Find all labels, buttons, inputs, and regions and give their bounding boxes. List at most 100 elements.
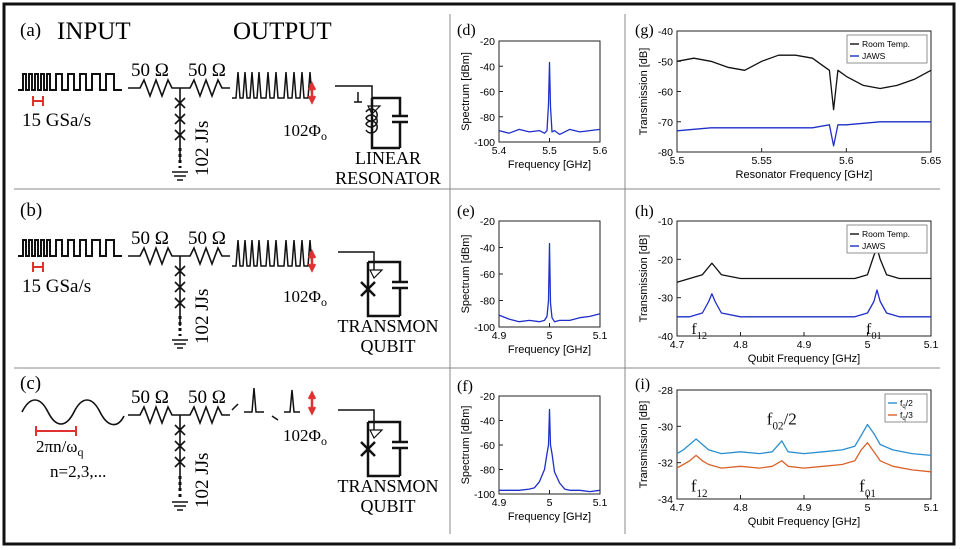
legend-label: Room Temp. [862,39,910,49]
y-tick-label: -40 [480,243,495,255]
y-tick-label: -30 [658,421,673,433]
coupling-line-icon [335,85,373,106]
device-label-line1-b: TRANSMON [337,316,438,336]
series-line [676,247,931,283]
output-pulse-icon [231,387,300,421]
x-tick-label: 4.7 [670,339,685,351]
resistor-label-2: 50 Ω [188,387,226,408]
flux-arrow-icon [307,390,317,416]
transmon-qubit-icon [366,260,408,318]
y-tick-label: -20 [480,216,495,228]
flux-arrow-icon [307,81,317,105]
legend: Room Temp. JAWS [846,34,928,64]
x-tick-label: 5.4 [492,145,507,157]
y-tick-label: -40 [658,331,673,343]
x-tick-label: 5 [547,330,553,342]
y-axis-label: Transmission [dB] [638,235,650,323]
y-tick-label: -28 [658,385,673,397]
josephson-junction-icon [360,281,376,297]
panel-label-g: (g) [635,22,654,39]
jj-count-label: 102 JJs [192,289,213,344]
ground-icon [172,339,188,349]
legend-box [846,34,928,64]
ground-icon [172,171,188,181]
flux-arrow-icon [307,249,317,273]
series-line [677,289,931,318]
x-tick-label: 4.8 [733,339,748,351]
y-tick-label: -20 [658,254,673,266]
x-tick-label: 4.9 [797,502,812,514]
y-tick-label: -50 [658,56,673,68]
y-tick-label: -80 [480,465,495,477]
chart-g: (g) 5.5 5.55 5.6 5.65 -80 -70 -60 -50 -40 Resonato… [635,22,941,181]
resonator-feed-icon [354,92,362,103]
y-tick-label: -100 [474,489,495,501]
legend: Room Temp. JAWS [846,224,928,254]
linear-resonator-icon [370,96,408,150]
sample-period-marker-icon [32,96,44,106]
x-tick-label: 4.7 [670,502,685,514]
device-label-line1-a: LINEAR [355,148,421,168]
chart-h: (h) 4.7 4.8 4.9 5 5.1 -40 -30 -20 -10 Qubit Freque… [635,203,938,365]
series-line [676,54,932,111]
series-line [676,121,931,147]
output-title: OUTPUT [233,18,332,45]
chart-f: (f) 4.9 5 5.1 -100 -80 -60 -40 -20 Frequency [GHz… [457,378,607,523]
y-tick-label: -80 [658,147,673,159]
x-tick-label: 5.5 [670,155,685,167]
legend-label: Room Temp. [862,229,910,239]
y-tick-label: -34 [658,494,673,506]
legend-label: JAWS [862,241,886,251]
legend-box [846,224,928,254]
y-tick-label: -80 [480,112,495,124]
legend-label-suffix: /2 [906,398,913,408]
legend-label-main: f [900,398,903,408]
resistor-network-icon [128,77,230,99]
coupling-arrow-icon [369,269,384,280]
coupling-arrow-icon [369,429,384,440]
annotation-f12-sub: 12 [697,488,708,500]
period-label: 2πn/ωq [36,437,84,459]
y-tick-label: -100 [474,322,495,334]
x-tick-label: 5.1 [924,502,939,514]
y-axis-label: Spectrum [dBm] [460,406,472,485]
device-label-line2-b: QUBIT [361,336,416,356]
output-pulse-train-icon [232,239,313,267]
series-line [676,442,932,473]
y-axis-label: Spectrum [dBm] [460,235,472,314]
y-tick-label: -100 [474,137,495,149]
legend-box [884,393,928,423]
flux-quanta-label: 102Φo [283,426,327,448]
annotation-f12-main: f [691,321,697,338]
annotation-f12-main: f [691,477,697,496]
y-tick-label: -60 [480,269,495,281]
legend-label: fq/3 [900,410,913,422]
ground-icon [172,501,188,511]
x-axis-label: Frequency [GHz] [508,511,591,523]
x-tick-label: 5.5 [542,145,557,157]
x-tick-label: 5.65 [921,155,942,167]
y-tick-label: -20 [480,391,495,403]
x-tick-label: 5.6 [593,145,608,157]
josephson-junction-icon [360,441,376,457]
panel-label-b: (b) [20,200,42,221]
y-axis-label: Transmission [dB] [638,401,650,489]
annotation-f01-main: f [859,477,865,496]
series-line [499,408,601,493]
y-tick-label: -40 [480,416,495,428]
jj-array-icon [174,88,186,160]
legend-label-suffix: /3 [906,410,913,420]
x-tick-label: 5.1 [593,330,608,342]
chart-panels: (d) 5.4 5.5 5.6 -100 -80 -60 -40 -20 Frequency [G… [457,22,941,528]
resistor-label-1: 50 Ω [131,387,169,408]
x-tick-label: 5 [865,339,871,351]
resistor-label-2: 50 Ω [188,228,226,249]
x-tick-label: 5.6 [839,155,854,167]
jj-count-label: 102 JJs [192,121,213,176]
x-tick-label: 5.1 [593,497,608,509]
series-line [498,242,601,323]
chart-d: (d) 5.4 5.5 5.6 -100 -80 -60 -40 -20 Frequency [G… [457,22,607,171]
legend-label: JAWS [862,51,886,61]
coupling-arrow-icon [367,105,382,116]
x-axis-label: Resonator Frequency [GHz] [736,169,873,181]
